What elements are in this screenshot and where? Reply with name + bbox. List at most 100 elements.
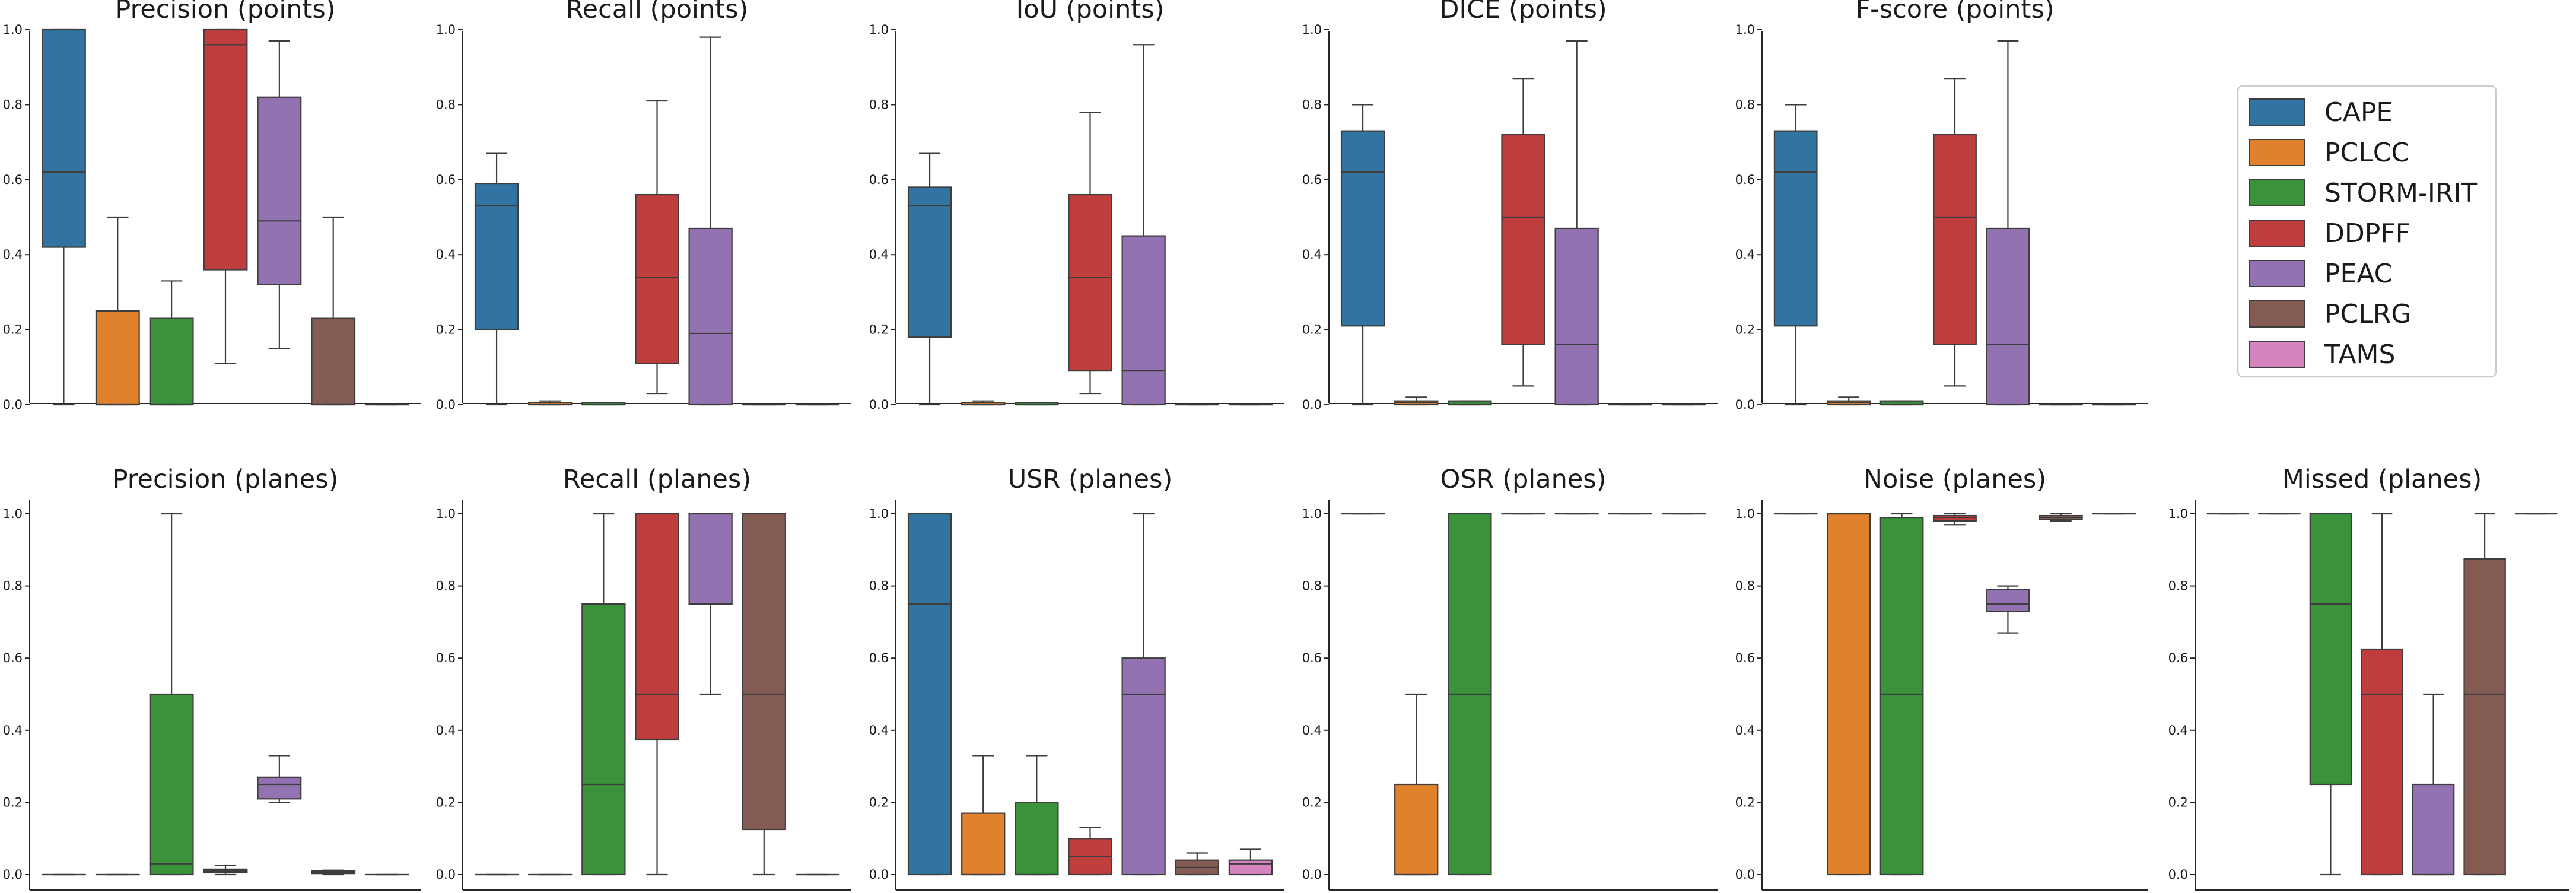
- legend-swatch: [2249, 300, 2305, 328]
- box-body: [961, 812, 1006, 876]
- box-ddpff: [1933, 513, 1977, 526]
- box-storm-irit: [1879, 513, 1924, 876]
- box-ddpff: [635, 513, 679, 876]
- y-tick-label: 0.6: [436, 173, 456, 187]
- box-peac: [688, 36, 733, 406]
- legend-item-pclrg: PCLRG: [2249, 299, 2411, 329]
- box-body: [1827, 513, 1871, 876]
- legend-label: PCLRG: [2324, 299, 2411, 329]
- box-storm-irit: [1015, 402, 1059, 406]
- panel-title: Precision (planes): [113, 465, 339, 494]
- box-storm-irit: [581, 513, 626, 876]
- y-tick-label: 1.0: [436, 23, 456, 37]
- panel-iou-points: IoU (points) 0.0 0.2 0.4 0.6 0.8 1.0: [869, 0, 1284, 412]
- y-tick-label: 0.0: [3, 398, 23, 412]
- legend-swatch: [2249, 341, 2305, 368]
- y-tick-label: 1.0: [1735, 23, 1755, 37]
- box-pclcc: [528, 400, 573, 406]
- box-storm-irit: [1879, 400, 1924, 406]
- y-tick-label: 0.8: [1735, 97, 1755, 112]
- y-tick-label: 0.0: [1302, 867, 1322, 882]
- box-cape: [474, 152, 519, 406]
- box-body: [1228, 859, 1273, 876]
- box-pclrg: [311, 216, 356, 406]
- box-body: [688, 513, 733, 605]
- y-tick-label: 0.0: [3, 867, 23, 882]
- box-body: [95, 310, 140, 406]
- y-tick-label: 0.6: [1735, 651, 1755, 665]
- box-pclrg: [2038, 513, 2083, 522]
- y-tick-label: 1.0: [869, 507, 889, 521]
- y-tick-label: 0.2: [3, 323, 23, 337]
- y-tick-label: 0.0: [436, 398, 456, 412]
- y-tick-label: 0.4: [1735, 247, 1755, 262]
- y-tick-label: 0.8: [2168, 579, 2188, 593]
- legend-item-cape: CAPE: [2249, 97, 2393, 128]
- box-body: [1933, 134, 1977, 345]
- panel-precision-planes: Precision (planes) 0.0 0.2 0.4 0.6 0.8 1.0: [3, 465, 421, 891]
- legend-label: TAMS: [2324, 339, 2395, 370]
- box-pclcc: [1394, 396, 1439, 406]
- box-body: [1773, 130, 1818, 327]
- box-body: [581, 603, 626, 876]
- y-tick-label: 0.0: [436, 867, 456, 882]
- box-peac: [1986, 40, 2030, 406]
- box-pclcc: [1827, 396, 1871, 406]
- y-tick-label: 0.6: [1302, 651, 1322, 665]
- box-cape: [907, 152, 952, 406]
- box-body: [2309, 513, 2352, 786]
- legend-label: PCLCC: [2324, 138, 2409, 168]
- y-tick-label: 0.2: [1302, 795, 1322, 809]
- box-body: [1554, 227, 1599, 406]
- y-tick-label: 0.2: [1302, 323, 1322, 337]
- panel-precision-points: Precision (points) 0.0 0.2 0.4 0.6 0.8 1.0: [3, 0, 421, 412]
- y-tick-label: 0.0: [869, 867, 889, 882]
- box-ddpff: [1068, 827, 1112, 876]
- box-body: [1068, 193, 1112, 372]
- y-tick-label: 0.6: [3, 173, 23, 187]
- box-body: [1933, 514, 1977, 522]
- box-ddpff: [635, 100, 679, 395]
- panel-missed-planes: Missed (planes) 0.0 0.2 0.4 0.6 0.8 1.0: [2168, 465, 2569, 891]
- y-tick-label: 0.4: [869, 723, 889, 738]
- box-body: [907, 186, 952, 338]
- y-tick-label: 0.2: [1735, 795, 1755, 809]
- box-pclrg: [1175, 852, 1219, 876]
- panel-title: USR (planes): [1008, 465, 1173, 494]
- box-body: [257, 96, 302, 285]
- box-peac: [688, 513, 733, 695]
- y-tick-label: 0.2: [3, 795, 23, 809]
- box-pclrg: [311, 869, 356, 876]
- box-storm-irit: [1015, 755, 1059, 876]
- y-tick-label: 0.0: [1735, 867, 1755, 882]
- panel-osr-planes: OSR (planes) 0.0 0.2 0.4 0.6 0.8 1.0: [1302, 465, 1718, 891]
- legend-item-storm-irit: STORM-IRIT: [2249, 178, 2477, 208]
- legend-label: PEAC: [2324, 259, 2392, 289]
- box-storm-irit: [149, 513, 194, 876]
- box-body: [1879, 516, 1924, 876]
- y-tick-label: 0.4: [869, 247, 889, 262]
- y-tick-label: 0.6: [1735, 173, 1755, 187]
- y-tick-label: 0.2: [436, 795, 456, 809]
- y-tick-label: 0.8: [3, 579, 23, 593]
- panel-title: F-score (points): [1855, 0, 2054, 24]
- y-tick-label: 0.0: [1302, 398, 1322, 412]
- y-tick-label: 0.4: [2168, 723, 2188, 738]
- box-peac: [1121, 44, 1166, 406]
- y-tick-label: 1.0: [3, 23, 23, 37]
- y-tick-label: 0.8: [436, 579, 456, 593]
- y-tick-label: 0.6: [3, 651, 23, 665]
- legend-item-peac: PEAC: [2249, 259, 2392, 289]
- box-body: [149, 693, 194, 876]
- box-body: [1121, 235, 1166, 406]
- box-pclcc: [95, 216, 140, 406]
- panel-title: DICE (points): [1439, 0, 1607, 24]
- box-cape: [907, 513, 952, 876]
- y-tick-label: 0.8: [436, 97, 456, 112]
- box-body: [1501, 134, 1545, 345]
- box-body: [635, 513, 679, 741]
- box-pclcc: [961, 400, 1006, 406]
- y-tick-label: 1.0: [3, 507, 23, 521]
- y-tick-label: 0.8: [1735, 579, 1755, 593]
- box-ddpff: [2361, 513, 2403, 876]
